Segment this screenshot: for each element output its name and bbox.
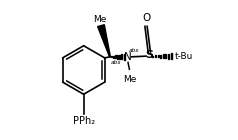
- Text: O: O: [142, 13, 150, 23]
- Polygon shape: [111, 56, 112, 57]
- Polygon shape: [121, 54, 123, 59]
- Polygon shape: [119, 55, 120, 59]
- Polygon shape: [158, 55, 159, 57]
- Polygon shape: [168, 54, 169, 59]
- Polygon shape: [117, 55, 118, 59]
- Text: t-Bu: t-Bu: [174, 52, 193, 61]
- Polygon shape: [152, 56, 153, 57]
- Text: abs: abs: [129, 48, 139, 53]
- Polygon shape: [160, 55, 161, 58]
- Text: Me: Me: [123, 75, 136, 84]
- Polygon shape: [165, 54, 166, 58]
- Text: S: S: [145, 50, 153, 60]
- Polygon shape: [163, 54, 164, 58]
- Polygon shape: [113, 56, 114, 58]
- Polygon shape: [155, 55, 156, 57]
- Text: Me: Me: [93, 15, 106, 24]
- Polygon shape: [115, 55, 116, 58]
- Polygon shape: [98, 25, 110, 57]
- Polygon shape: [124, 54, 125, 60]
- Text: abs: abs: [111, 60, 121, 65]
- Polygon shape: [171, 53, 172, 59]
- Text: PPh₂: PPh₂: [73, 116, 95, 126]
- Text: N: N: [124, 52, 132, 62]
